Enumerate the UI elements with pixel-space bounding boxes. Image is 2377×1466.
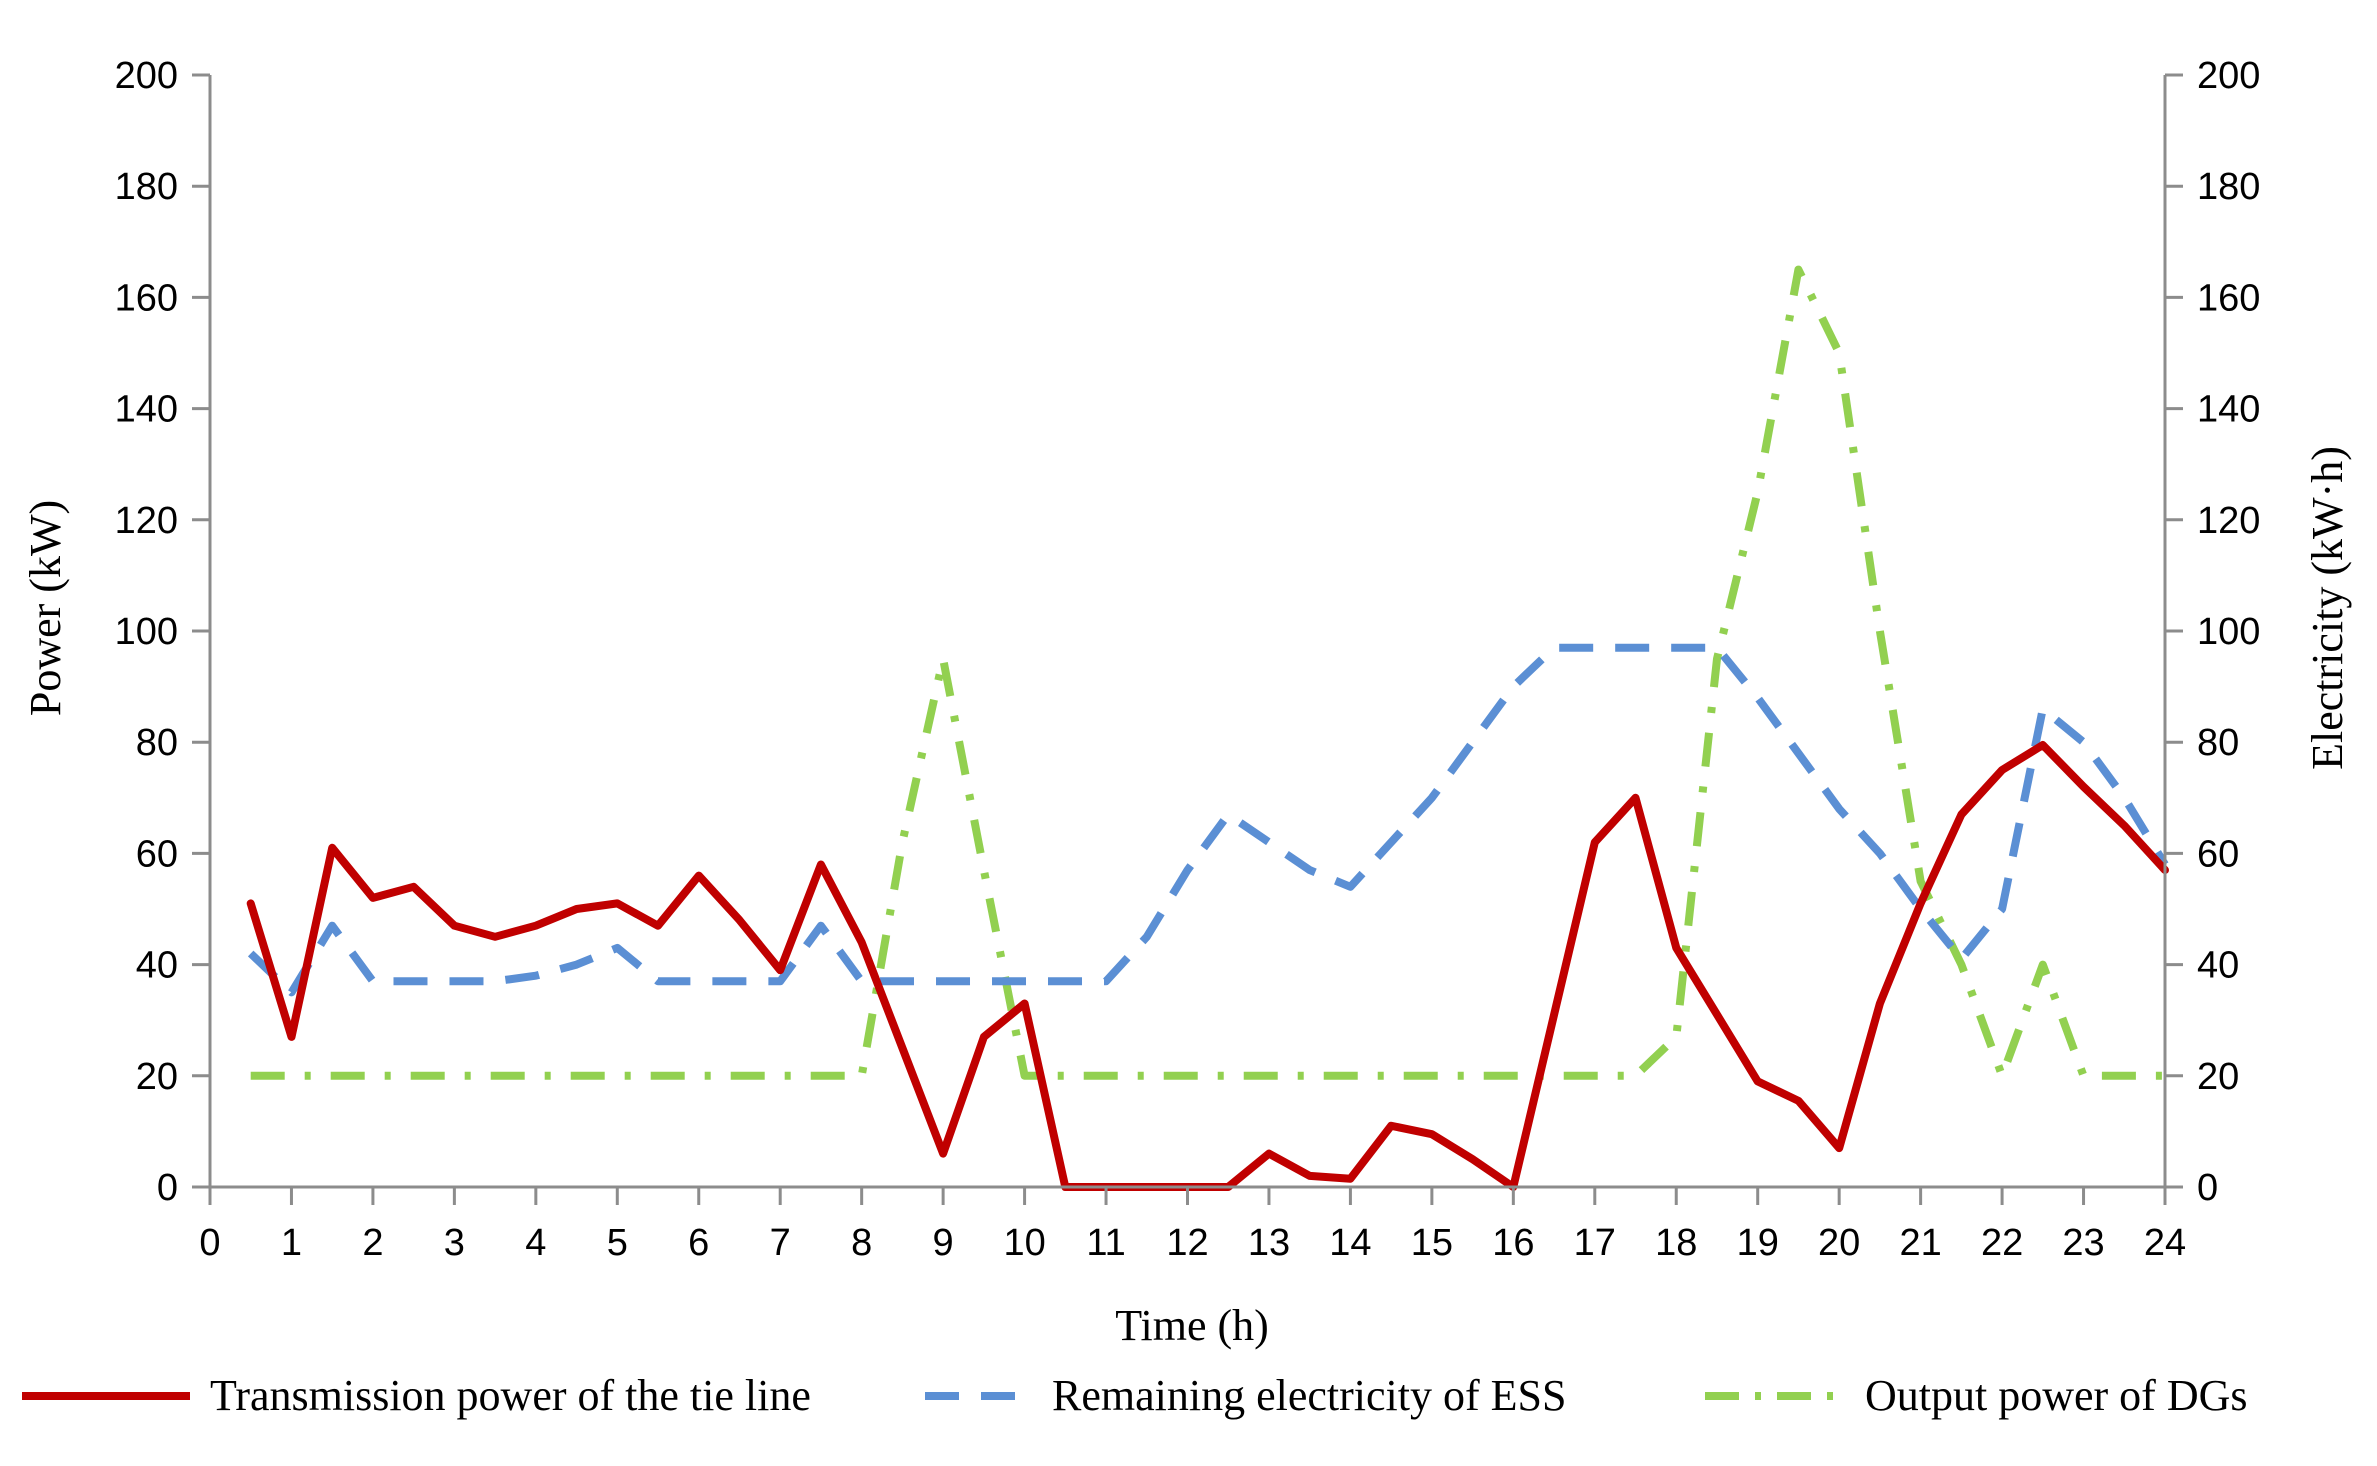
left-y-tick-label: 140: [115, 389, 178, 431]
series-line-1: [247, 643, 2169, 997]
left-y-tick-label: 180: [115, 166, 178, 208]
x-tick-label: 4: [525, 1222, 546, 1264]
x-tick-label: 5: [607, 1222, 628, 1264]
x-tick-label: 24: [2144, 1222, 2186, 1264]
right-y-axis-title: Electricity (kW·h): [2303, 446, 2352, 770]
x-tick-label: 14: [1329, 1222, 1371, 1264]
x-tick-label: 10: [1003, 1222, 1045, 1264]
x-tick-label: 7: [770, 1222, 791, 1264]
x-tick-label: 2: [362, 1222, 383, 1264]
legend-label-tie-line: Transmission power of the tie line: [210, 1371, 811, 1420]
x-tick-label: 22: [1981, 1222, 2023, 1264]
legend: Transmission power of the tie line Remai…: [22, 1371, 2248, 1420]
x-tick-label: 12: [1166, 1222, 1208, 1264]
legend-label-dgs: Output power of DGs: [1865, 1371, 2248, 1420]
left-y-tick-label: 0: [157, 1167, 178, 1209]
x-tick-label: 13: [1248, 1222, 1290, 1264]
x-tick-label: 23: [2062, 1222, 2104, 1264]
series-layer: [246, 265, 2169, 1191]
right-y-tick-label: 160: [2197, 277, 2260, 319]
left-y-tick-label: 160: [115, 277, 178, 319]
right-y-tick-label: 200: [2197, 55, 2260, 97]
x-tick-label: 0: [199, 1222, 220, 1264]
left-y-tick-label: 20: [136, 1056, 178, 1098]
right-y-tick-label: 100: [2197, 611, 2260, 653]
x-tick-label: 16: [1492, 1222, 1534, 1264]
legend-label-ess: Remaining electricity of ESS: [1052, 1371, 1566, 1420]
right-y-tick-label: 0: [2197, 1167, 2218, 1209]
left-y-tick-label: 80: [136, 722, 178, 764]
right-y-tick-label: 60: [2197, 833, 2239, 875]
x-tick-label: 18: [1655, 1222, 1697, 1264]
x-tick-label: 6: [688, 1222, 709, 1264]
left-y-tick-label: 60: [136, 833, 178, 875]
right-y-tick-label: 80: [2197, 722, 2239, 764]
x-tick-label: 19: [1737, 1222, 1779, 1264]
right-y-tick-label: 140: [2197, 389, 2260, 431]
x-tick-label: 15: [1411, 1222, 1453, 1264]
left-y-tick-label: 120: [115, 500, 178, 542]
x-tick-label: 17: [1574, 1222, 1616, 1264]
series-line-2: [250, 265, 2165, 1080]
left-y-axis-title: Power (kW): [21, 500, 70, 716]
x-tick-label: 8: [851, 1222, 872, 1264]
left-y-tick-label: 100: [115, 611, 178, 653]
x-tick-label: 9: [933, 1222, 954, 1264]
left-y-tick-label: 200: [115, 55, 178, 97]
ticks-layer: 0204060801001201401601802000204060801001…: [115, 55, 2261, 1264]
x-tick-label: 3: [444, 1222, 465, 1264]
right-y-tick-label: 20: [2197, 1056, 2239, 1098]
right-y-tick-label: 180: [2197, 166, 2260, 208]
right-y-tick-label: 120: [2197, 500, 2260, 542]
series-line-0: [246, 741, 2169, 1191]
left-y-tick-label: 40: [136, 945, 178, 987]
x-axis-title: Time (h): [1115, 1301, 1269, 1350]
x-tick-label: 20: [1818, 1222, 1860, 1264]
x-tick-label: 11: [1086, 1222, 1125, 1264]
right-y-tick-label: 40: [2197, 945, 2239, 987]
x-tick-label: 21: [1899, 1222, 1941, 1264]
x-tick-label: 1: [281, 1222, 302, 1264]
